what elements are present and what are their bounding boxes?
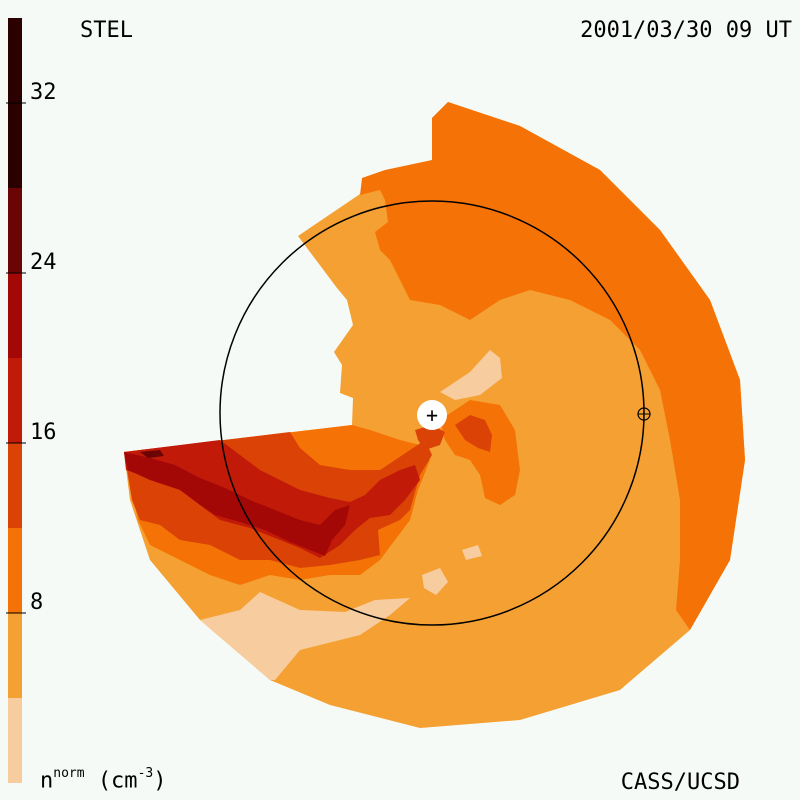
datetime-label: 2001/03/30 09 UT (580, 18, 792, 43)
field-level-4-small (422, 568, 448, 595)
colorbar-tick-label: 24 (30, 250, 57, 275)
unit-symbol: n (40, 768, 54, 794)
colorbar-tick-label: 32 (30, 80, 57, 105)
field-level-28-spot (140, 450, 164, 458)
field-core-20 (455, 415, 492, 452)
colorbar-segment (8, 358, 22, 443)
field-level-24 (124, 452, 350, 556)
colorbar-segment (8, 613, 22, 698)
field-core-link (415, 425, 445, 450)
unit-label: nnorm (cm-3) (40, 766, 167, 794)
unit-exponent: -3 (137, 766, 154, 781)
source-label: STEL (80, 18, 133, 43)
colorbar-segment (8, 528, 22, 613)
sun-disc (417, 400, 447, 430)
colorbar-segment (8, 698, 22, 783)
credit-label: CASS/UCSD (620, 770, 740, 795)
colorbar-segment (8, 188, 22, 273)
colorbar-segment (8, 273, 22, 358)
unit-close: ) (153, 768, 167, 794)
colorbar-segment (8, 443, 22, 528)
colorbar: 8 16 24 32 (6, 18, 57, 783)
unit-superscript: norm (53, 766, 85, 781)
unit-text: (cm (97, 768, 138, 794)
colorbar-tick-label: 8 (30, 590, 43, 615)
field-level-12-outer (360, 102, 745, 630)
field-level-4-lower (200, 592, 410, 680)
sun-icon: + (426, 403, 438, 427)
field-level-4-dot (462, 545, 482, 560)
density-field: + (124, 102, 745, 728)
colorbar-tick-label: 16 (30, 420, 57, 445)
field-level-20 (124, 440, 420, 558)
field-level-4-streak (440, 350, 502, 400)
